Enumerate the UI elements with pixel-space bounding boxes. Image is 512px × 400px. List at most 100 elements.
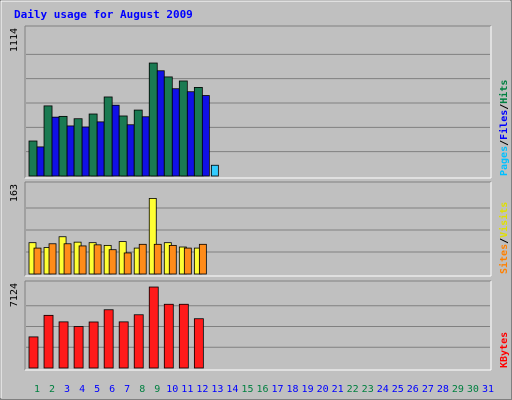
x-tick-label-day-8: 8 xyxy=(139,384,145,395)
bar-sites-day-1 xyxy=(33,247,42,275)
bar-visits-day-9 xyxy=(148,198,157,275)
bar-files-day-3 xyxy=(66,125,75,177)
bar-files-day-7 xyxy=(126,124,135,177)
bar-files-day-6 xyxy=(111,104,120,177)
x-tick-label-day-20: 20 xyxy=(317,384,329,395)
x-tick-label-day-14: 14 xyxy=(226,384,238,395)
bar-hits-day-2 xyxy=(43,105,53,177)
bar-sites-day-3 xyxy=(63,243,72,275)
bar-hits-day-6 xyxy=(103,96,113,177)
bar-sites-day-2 xyxy=(48,243,57,275)
legend-label-files: Files xyxy=(498,110,510,140)
y-max-label: 163 xyxy=(9,184,20,202)
x-tick-label-day-31: 31 xyxy=(482,384,494,395)
x-tick-label-day-7: 7 xyxy=(124,384,130,395)
x-tick-label-day-10: 10 xyxy=(166,384,178,395)
bar-files-day-8 xyxy=(141,116,150,177)
x-tick-label-day-26: 26 xyxy=(407,384,419,395)
x-tick-label-day-25: 25 xyxy=(392,384,404,395)
x-tick-label-day-23: 23 xyxy=(362,384,374,395)
bar-hits-day-9 xyxy=(148,62,158,177)
x-tick-label-day-9: 9 xyxy=(154,384,160,395)
bar-hits-day-3 xyxy=(58,115,68,177)
bar-files-day-2 xyxy=(51,116,60,177)
x-tick-label-day-17: 17 xyxy=(271,384,283,395)
x-tick-label-day-4: 4 xyxy=(79,384,85,395)
bar-sites-day-9 xyxy=(153,243,162,275)
bar-sites-day-8 xyxy=(138,243,147,275)
bar-kbytes-day-2 xyxy=(43,314,54,369)
bar-files-day-1 xyxy=(36,146,45,177)
legend-text: Pages/Files/Hits xyxy=(498,80,510,176)
legend-label-visits: Visits xyxy=(498,202,510,238)
x-axis-labels: 1 2 3 4 5 6 7 8 9 10 11 12 13 14 15 16 17 18 19 20 21 22 23 24 2… xyxy=(34,384,494,395)
bar-kbytes-day-9 xyxy=(148,286,159,369)
legend-visits-sites: Sites/Visits xyxy=(498,202,510,274)
x-tick-label-day-19: 19 xyxy=(302,384,314,395)
y-max-label: 1114 xyxy=(9,28,20,52)
x-tick-label-day-12: 12 xyxy=(196,384,208,395)
bar-files-day-4 xyxy=(81,126,90,177)
x-tick-label-day-5: 5 xyxy=(94,384,100,395)
bar-sites-day-6 xyxy=(108,249,117,275)
x-tick-label-day-28: 28 xyxy=(437,384,449,395)
bar-kbytes-day-8 xyxy=(133,314,144,369)
bar-hits-day-5 xyxy=(88,113,98,177)
legend-label-pages: Pages xyxy=(499,146,510,176)
panel-frame-visits-sites xyxy=(25,182,491,276)
bar-kbytes-day-3 xyxy=(58,321,69,369)
bar-kbytes-day-12 xyxy=(193,318,204,369)
bar-kbytes-day-11 xyxy=(178,303,189,369)
bar-kbytes-day-4 xyxy=(73,326,84,369)
legend-text: Sites/Visits xyxy=(498,202,510,274)
legend-label-hits: Hits xyxy=(498,80,510,104)
x-tick-label-day-22: 22 xyxy=(347,384,359,395)
x-tick-label-day-2: 2 xyxy=(49,384,55,395)
panel-frame-kbytes xyxy=(25,281,491,370)
bar-hits-day-10 xyxy=(163,76,173,177)
bar-kbytes-day-6 xyxy=(103,309,114,369)
bar-kbytes-day-10 xyxy=(163,303,174,369)
x-tick-label-day-30: 30 xyxy=(467,384,479,395)
bar-sites-day-7 xyxy=(123,252,132,275)
x-tick-label-day-3: 3 xyxy=(64,384,70,395)
bar-files-day-11 xyxy=(186,91,195,177)
bar-hits-day-1 xyxy=(28,140,38,177)
bar-sites-day-10 xyxy=(168,244,177,275)
bar-kbytes-day-7 xyxy=(118,321,129,369)
bar-kbytes-day-5 xyxy=(88,321,99,369)
bar-hits-day-8 xyxy=(133,109,143,177)
x-tick-label-day-11: 11 xyxy=(181,384,193,395)
legend-label-kbytes: KBytes xyxy=(499,332,510,368)
x-tick-label-day-18: 18 xyxy=(287,384,299,395)
legend-label-separator: / xyxy=(499,140,510,146)
x-tick-label-day-21: 21 xyxy=(332,384,344,395)
chart-panels: 1114Pages/Files/Hits163Sites/Visits7124K… xyxy=(9,25,510,371)
legend-label-sites: Sites xyxy=(498,244,510,274)
x-tick-label-day-15: 15 xyxy=(241,384,253,395)
x-tick-label-day-6: 6 xyxy=(109,384,115,395)
x-tick-label-day-16: 16 xyxy=(256,384,268,395)
bar-files-day-12 xyxy=(201,95,210,177)
legend-label-separator: / xyxy=(499,104,510,110)
bar-hits-day-12 xyxy=(193,87,203,177)
x-tick-label-day-13: 13 xyxy=(211,384,223,395)
bar-sites-day-12 xyxy=(198,243,207,275)
panel-kbytes: 7124 KBytes xyxy=(9,280,510,371)
legend-kbytes: KBytes xyxy=(499,332,510,368)
chart-title: Daily usage for August 2009 xyxy=(14,8,193,21)
x-tick-label-day-29: 29 xyxy=(452,384,464,395)
bar-files-day-9 xyxy=(156,70,165,177)
bar-files-day-10 xyxy=(171,88,180,177)
y-max-label: 7124 xyxy=(9,283,20,307)
bar-hits-day-7 xyxy=(118,115,128,177)
legend-label-separator: / xyxy=(499,238,510,244)
bar-sites-day-11 xyxy=(183,247,192,275)
bar-kbytes-day-1 xyxy=(28,336,39,369)
bar-sites-day-4 xyxy=(78,245,87,275)
bar-files-day-5 xyxy=(96,121,105,177)
bar-hits-day-4 xyxy=(73,118,83,177)
